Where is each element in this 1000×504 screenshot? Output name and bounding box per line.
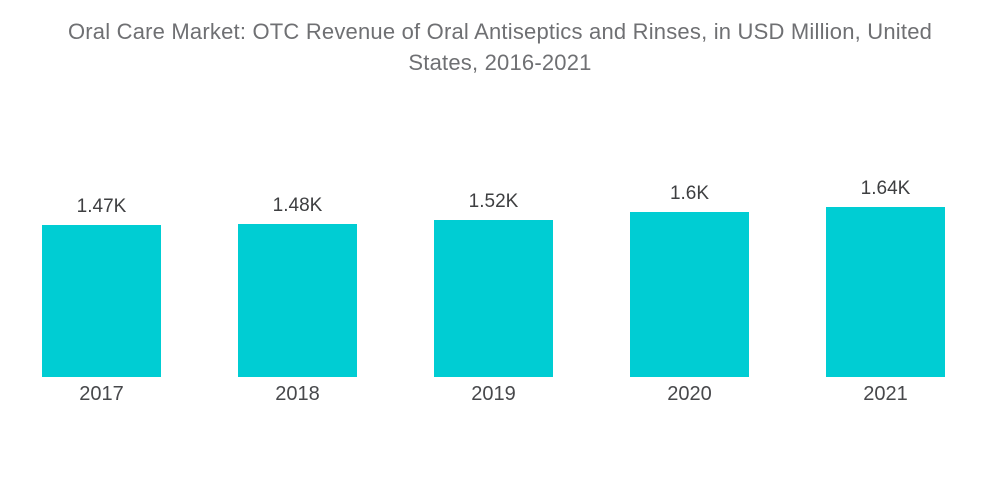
category-label: 2020 <box>667 383 712 405</box>
chart-title: Oral Care Market: OTC Revenue of Oral An… <box>67 19 933 75</box>
value-label: 1.6K <box>669 183 710 204</box>
bar-2017 <box>42 225 161 377</box>
category-label: 2017 <box>79 383 124 405</box>
bar-2018 <box>238 224 357 377</box>
category-label: 2021 <box>863 383 908 405</box>
bar-2019 <box>434 220 553 377</box>
value-label: 1.52K <box>468 191 519 212</box>
bar-group-2019: 1.52K 2019 <box>434 0 553 504</box>
bar-2020 <box>630 212 749 377</box>
value-label: 1.64K <box>860 178 911 199</box>
category-label: 2018 <box>275 383 320 405</box>
bar-2021 <box>826 207 945 377</box>
bar-group-2021: 1.64K 2021 <box>826 0 945 504</box>
bar-group-2017: 1.47K 2017 <box>42 0 161 504</box>
bar-group-2020: 1.6K 2020 <box>630 0 749 504</box>
value-label: 1.47K <box>76 196 127 217</box>
category-label: 2019 <box>471 383 516 405</box>
bar-group-2018: 1.48K 2018 <box>238 0 357 504</box>
value-label: 1.48K <box>272 195 323 216</box>
